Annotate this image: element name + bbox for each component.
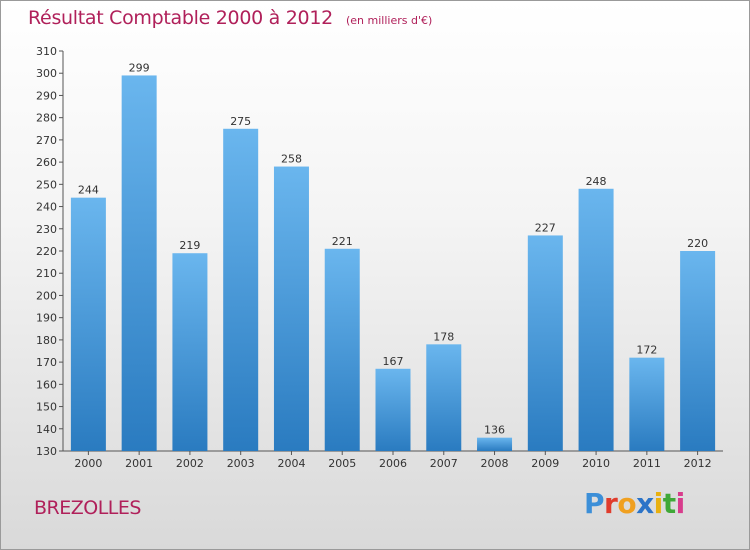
bar-2006	[375, 368, 411, 451]
chart-value-labels: 244 299 219 275 258 221 167 178 136 227 248 172 220	[78, 61, 708, 436]
y-tick-label: 230	[36, 223, 57, 236]
y-tick-label: 150	[36, 401, 57, 414]
x-tick-label-2008: 2008	[481, 457, 509, 470]
chart-title: Résultat Comptable 2000 à 2012	[28, 7, 333, 29]
value-label-2004: 258	[281, 153, 302, 166]
logo-letter: o	[617, 487, 637, 520]
x-tick-label-2001: 2001	[125, 457, 153, 470]
bar-2002	[172, 253, 208, 451]
x-tick-label-2005: 2005	[328, 457, 356, 470]
logo-letter: t	[662, 487, 676, 520]
value-label-2012: 220	[687, 237, 708, 250]
logo-letter: r	[604, 487, 618, 520]
bar-2009	[527, 235, 563, 451]
x-tick-label-2011: 2011	[633, 457, 661, 470]
x-tick-label-2003: 2003	[227, 457, 255, 470]
y-tick-label: 130	[36, 445, 57, 458]
y-tick-label: 300	[36, 67, 57, 80]
bar-2007	[426, 344, 462, 451]
value-label-2000: 244	[78, 184, 99, 197]
value-label-2005: 221	[332, 235, 353, 248]
y-tick-label: 310	[36, 45, 57, 58]
y-tick-label: 220	[36, 245, 57, 258]
y-tick-label: 270	[36, 134, 57, 147]
y-tick-label: 180	[36, 334, 57, 347]
y-tick-label: 260	[36, 156, 57, 169]
logo-letter: i	[653, 487, 664, 520]
x-tick-label-2012: 2012	[684, 457, 712, 470]
bar-2012	[680, 251, 716, 451]
logo-letter: i	[675, 487, 686, 520]
x-tick-label-2006: 2006	[379, 457, 407, 470]
bar-2010	[578, 188, 614, 451]
bar-2011	[629, 357, 665, 451]
bar-2005	[324, 248, 360, 451]
y-tick-label: 250	[36, 178, 57, 191]
x-tick-label-2000: 2000	[74, 457, 102, 470]
value-label-2007: 178	[433, 330, 454, 343]
x-tick-label-2004: 2004	[277, 457, 305, 470]
x-tick-label-2010: 2010	[582, 457, 610, 470]
y-tick-label: 190	[36, 312, 57, 325]
value-label-2006: 167	[383, 355, 404, 368]
bar-2000	[70, 197, 106, 451]
logo-letter: x	[636, 487, 654, 520]
y-tick-label: 290	[36, 89, 57, 102]
chart-unit: (en milliers d'€)	[345, 14, 433, 27]
bar-2003	[223, 128, 259, 451]
value-label-2002: 219	[179, 239, 200, 252]
value-label-2008: 136	[484, 424, 505, 437]
value-label-2009: 227	[535, 221, 556, 234]
x-tick-label-2007: 2007	[430, 457, 458, 470]
value-label-2003: 275	[230, 115, 251, 128]
value-label-2001: 299	[129, 61, 150, 74]
logo-letter: P	[584, 487, 605, 520]
chart-title-block: Résultat Comptable 2000 à 2012 (en milli…	[28, 7, 432, 29]
y-tick-label: 170	[36, 356, 57, 369]
bar-2008	[477, 437, 513, 451]
y-tick-label: 140	[36, 423, 57, 436]
chart-bars	[70, 75, 716, 452]
city-name: BREZOLLES	[34, 497, 141, 519]
y-tick-label: 280	[36, 112, 57, 125]
y-tick-label: 210	[36, 267, 57, 280]
y-tick-label: 160	[36, 378, 57, 391]
bar-2001	[121, 75, 157, 451]
bar-2004	[273, 166, 309, 452]
x-tick-label-2009: 2009	[531, 457, 559, 470]
value-label-2011: 172	[636, 344, 657, 357]
y-tick-label: 200	[36, 289, 57, 302]
proxiti-logo: Proxiti	[584, 487, 685, 520]
y-tick-label: 240	[36, 201, 57, 214]
x-tick-label-2002: 2002	[176, 457, 204, 470]
value-label-2010: 248	[586, 175, 607, 188]
